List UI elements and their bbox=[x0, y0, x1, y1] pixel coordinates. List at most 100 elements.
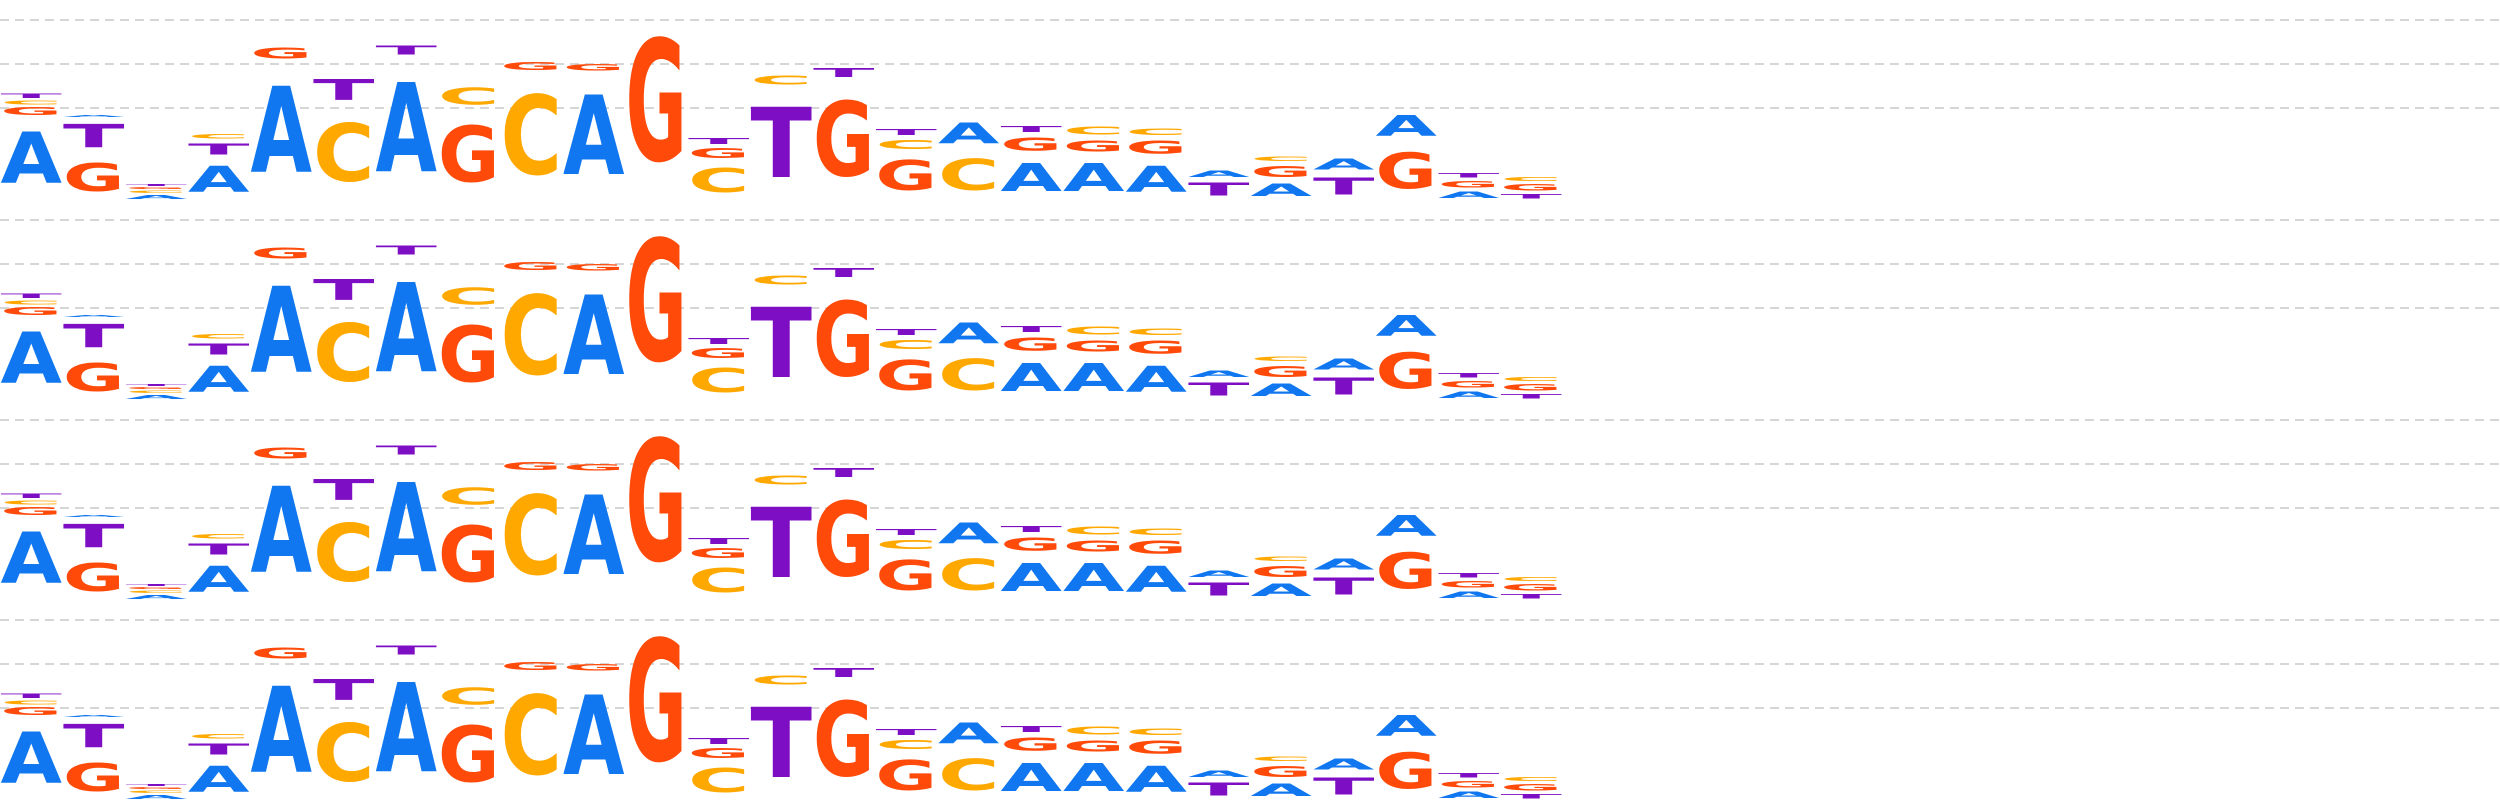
logo-letter-t: T bbox=[1438, 172, 1500, 179]
logo-letter-t: T bbox=[313, 474, 375, 507]
logo-letter-c: C bbox=[313, 108, 374, 200]
logo-letter-a: A bbox=[1313, 555, 1375, 573]
logo-letter-g: G bbox=[876, 153, 937, 201]
logo-letter-c: C bbox=[501, 273, 562, 400]
logo-letter-a: A bbox=[1188, 569, 1250, 579]
logo-letter-g: G bbox=[1501, 182, 1562, 193]
logo-letter-g: G bbox=[63, 156, 124, 201]
logo-letter-t: T bbox=[1, 492, 63, 499]
logo-letter-g: G bbox=[1001, 134, 1063, 155]
logo-letter-a: A bbox=[1063, 555, 1124, 600]
logo-letter-c: C bbox=[688, 762, 749, 800]
logo-letter-a: A bbox=[1251, 581, 1313, 600]
logo-letter-a: A bbox=[563, 273, 625, 400]
logo-letter-a: A bbox=[1, 517, 62, 600]
logo-letter-a: A bbox=[1313, 155, 1375, 173]
logo-letter-g: G bbox=[688, 346, 749, 361]
logo-letter-t: T bbox=[63, 517, 124, 554]
logo-letter-a: A bbox=[1251, 381, 1313, 400]
logo-letter-t: T bbox=[1, 692, 63, 699]
logo-letter-t: T bbox=[1188, 379, 1249, 400]
logo-letter-c: C bbox=[1126, 327, 1187, 337]
logo-letter-c: C bbox=[126, 790, 187, 794]
logo-letter-g: G bbox=[1063, 537, 1124, 555]
logo-letter-a: A bbox=[1063, 355, 1124, 400]
logo-letter-g: G bbox=[1376, 143, 1437, 200]
logo-letter-c: C bbox=[938, 550, 999, 600]
logo-letter-a: A bbox=[1376, 311, 1437, 344]
logo-letter-a: A bbox=[1376, 111, 1437, 144]
logo-letter-g: G bbox=[876, 353, 937, 401]
logo-letter-t: T bbox=[376, 43, 438, 58]
logo-letter-a: A bbox=[938, 718, 999, 751]
logo-letter-g: G bbox=[1063, 737, 1124, 755]
logo-letter-g: G bbox=[251, 644, 312, 662]
logo-letter-c: C bbox=[1063, 525, 1125, 537]
logo-letter-t: T bbox=[751, 487, 813, 599]
logo-letter-t: T bbox=[751, 287, 813, 399]
logo-letter-g: G bbox=[1438, 379, 1499, 390]
logo-letter-g: G bbox=[438, 111, 499, 200]
logo-letter-g: G bbox=[1251, 363, 1312, 381]
logo-letter-g: G bbox=[126, 787, 188, 790]
logo-letter-a: A bbox=[1001, 155, 1062, 200]
logo-letter-c: C bbox=[126, 190, 187, 194]
logo-letter-a: A bbox=[1313, 355, 1375, 373]
logo-letter-g: G bbox=[1251, 163, 1312, 181]
logo-letter-g: G bbox=[501, 260, 562, 272]
logo-letter-t: T bbox=[1, 292, 63, 299]
logo-letter-c: C bbox=[688, 562, 749, 601]
logo-letter-a: A bbox=[1, 317, 62, 400]
logo-letter-a: A bbox=[1438, 590, 1500, 600]
logo-letter-a: A bbox=[251, 663, 313, 800]
logo-letter-c: C bbox=[1126, 127, 1187, 137]
logo-letter-g: G bbox=[1251, 763, 1312, 781]
logo-letter-g: G bbox=[876, 753, 937, 800]
logo-letter-c: C bbox=[751, 473, 813, 488]
logo-letter-t: T bbox=[313, 274, 375, 307]
logo-letter-g: G bbox=[1376, 743, 1437, 800]
logo-letter-g: G bbox=[438, 711, 499, 800]
logo-letter-c: C bbox=[1501, 776, 1563, 782]
logo-letter-c: C bbox=[188, 533, 249, 540]
logo-letter-g: G bbox=[1438, 179, 1499, 190]
logo-letter-t: T bbox=[813, 65, 875, 80]
logo-letter-a: A bbox=[1063, 155, 1124, 200]
logo-letter-g: G bbox=[501, 660, 562, 672]
logo-letter-g: G bbox=[1126, 137, 1188, 158]
logo-letter-t: T bbox=[1313, 373, 1375, 400]
logo-letter-a: A bbox=[1376, 711, 1437, 744]
logo-letter-t: T bbox=[1501, 793, 1563, 800]
logo-letter-g: G bbox=[438, 311, 499, 400]
logo-letter-t: T bbox=[813, 665, 875, 680]
logo-letter-t: T bbox=[188, 140, 249, 158]
logo-letter-a: A bbox=[251, 263, 313, 400]
logo-letter-t: T bbox=[126, 184, 188, 187]
logo-letter-c: C bbox=[1501, 176, 1563, 182]
logo-letter-c: C bbox=[438, 483, 500, 510]
logo-letter-t: T bbox=[126, 584, 188, 587]
logo-letter-g: G bbox=[1001, 734, 1063, 755]
logo-letter-c: C bbox=[876, 137, 938, 152]
logo-letter-g: G bbox=[438, 511, 499, 600]
logo-letter-g: G bbox=[63, 756, 124, 800]
logo-letter-t: T bbox=[1438, 772, 1500, 779]
logo-letter-c: C bbox=[1, 100, 63, 106]
logo-letter-c: C bbox=[126, 390, 187, 394]
logo-letter-g: G bbox=[1501, 782, 1562, 793]
logo-letter-c: C bbox=[1, 700, 63, 706]
logo-letter-a: A bbox=[1438, 390, 1500, 400]
logo-letter-t: T bbox=[876, 728, 938, 737]
logo-letter-a: A bbox=[63, 115, 125, 118]
logo-letter-g: G bbox=[1001, 534, 1063, 555]
logo-letter-a: A bbox=[188, 358, 250, 400]
logo-letter-c: C bbox=[1063, 125, 1125, 137]
logo-letter-a: A bbox=[251, 463, 313, 600]
logo-letter-g: G bbox=[563, 62, 624, 73]
logo-letter-a: A bbox=[251, 63, 313, 200]
logo-letter-g: G bbox=[1, 105, 62, 117]
logo-letter-g: G bbox=[1, 305, 62, 317]
logo-letter-a: A bbox=[1188, 369, 1250, 379]
logo-letter-g: G bbox=[688, 546, 749, 561]
